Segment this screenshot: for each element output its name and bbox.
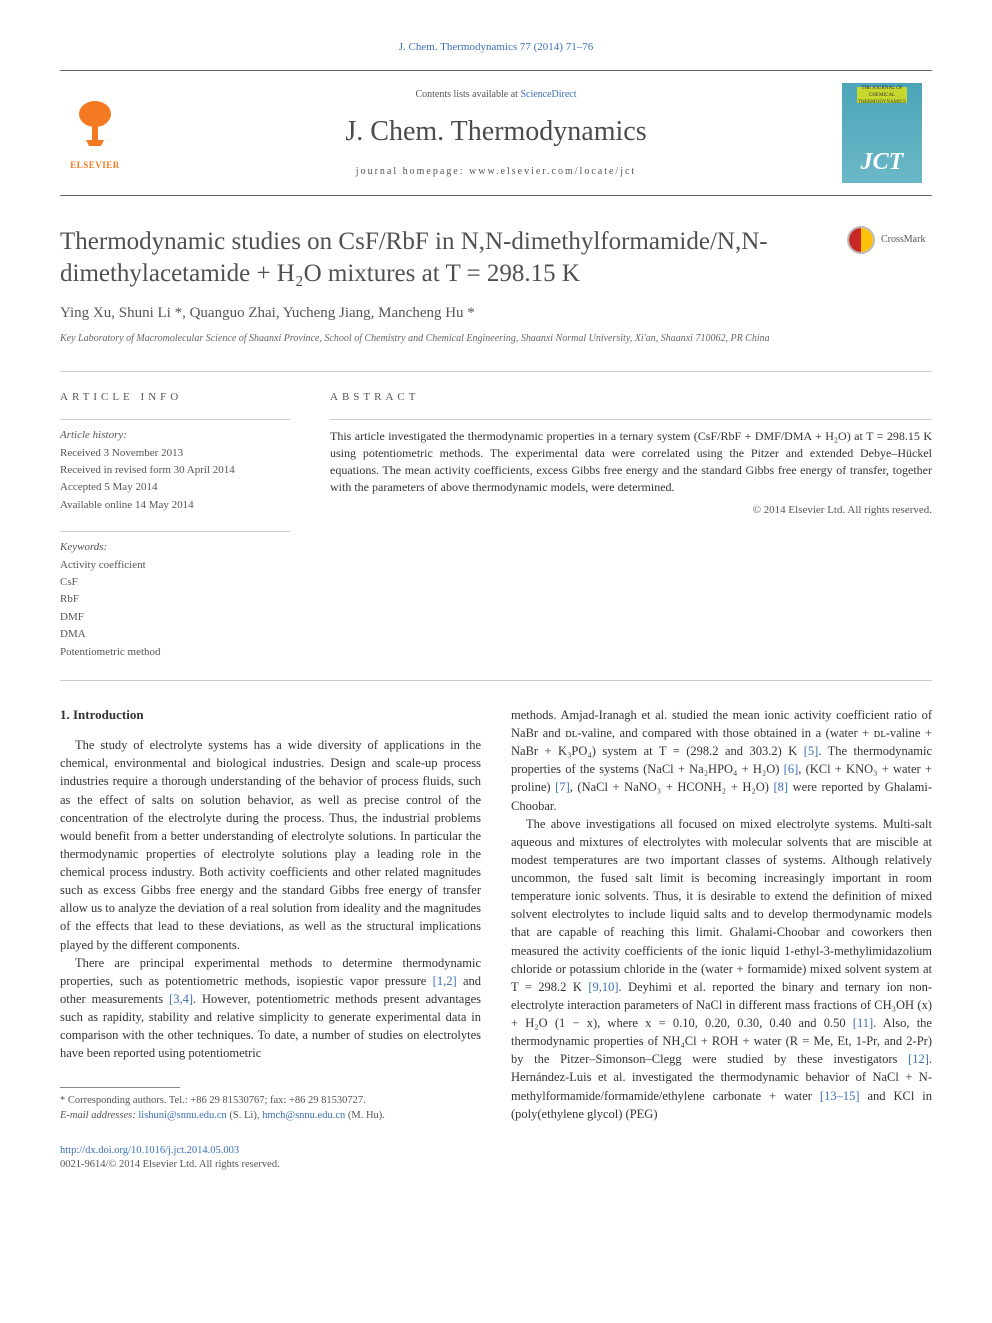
ref-link[interactable]: [9,10] [588,980,618,994]
abstract-column: ABSTRACT This article investigated the t… [330,390,932,662]
ref-link[interactable]: [11] [853,1016,873,1030]
keyword-item: DMA [60,627,290,642]
elsevier-text: ELSEVIER [70,159,120,172]
abstract-text: This article investigated the thermodyna… [330,428,932,495]
citation-link[interactable]: J. Chem. Thermodynamics 77 (2014) 71–76 [399,41,593,53]
article-header: Thermodynamic studies on CsF/RbF in N,N-… [60,226,932,346]
email-who: (S. Li), [227,1110,262,1121]
rule-bottom [60,680,932,681]
info-abstract-row: ARTICLE INFO Article history: Received 3… [60,372,932,680]
issn-copyright: 0021-9614/© 2014 Elsevier Ltd. All right… [60,1158,932,1173]
authors-line: Ying Xu, Shuni Li *, Quanguo Zhai, Yuche… [60,303,932,324]
para-text: , (NaCl + NaNO₃ + HCONH₂ + H₂O) [570,780,774,794]
ref-link[interactable]: [13–15] [820,1089,860,1103]
elsevier-tree-icon [68,96,123,159]
ref-link[interactable]: [6] [784,762,799,776]
authors-text: Ying Xu, Shuni Li *, Quanguo Zhai, Yuche… [60,305,475,321]
publisher-logo-container: ELSEVIER [60,93,150,173]
sciencedirect-link[interactable]: ScienceDirect [520,89,576,100]
footer-block: http://dx.doi.org/10.1016/j.jct.2014.05.… [60,1144,932,1173]
intro-para-3: methods. Amjad-Iranagh et al. studied th… [511,706,932,815]
homepage-line: journal homepage: www.elsevier.com/locat… [150,165,842,179]
intro-para-1: The study of electrolyte systems has a w… [60,736,481,954]
article-info-heading: ARTICLE INFO [60,390,290,405]
cover-badge: THE JOURNAL OF CHEMICAL THERMODYNAMICS [857,87,907,103]
homepage-label: journal homepage: [356,166,469,177]
title-row: Thermodynamic studies on CsF/RbF in N,N-… [60,226,932,289]
cover-logo: JCT [861,146,904,180]
body-column-left: 1. Introduction The study of electrolyte… [60,706,481,1124]
keyword-item: RbF [60,592,290,607]
history-item: Received 3 November 2013 [60,446,290,461]
journal-cover-container: THE JOURNAL OF CHEMICAL THERMODYNAMICS J… [842,83,932,183]
crossmark-icon [847,226,875,254]
email-label: E-mail addresses: [60,1110,138,1121]
body-column-right: methods. Amjad-Iranagh et al. studied th… [511,706,932,1124]
ref-link[interactable]: [3,4] [169,992,193,1006]
keyword-item: Activity coefficient [60,558,290,573]
keyword-item: CsF [60,575,290,590]
history-item: Accepted 5 May 2014 [60,480,290,495]
journal-cover[interactable]: THE JOURNAL OF CHEMICAL THERMODYNAMICS J… [842,83,922,183]
intro-heading: 1. Introduction [60,706,481,724]
ref-link[interactable]: [7] [555,780,570,794]
abstract-heading: ABSTRACT [330,390,932,405]
para-text: There are principal experimental methods… [60,956,481,988]
body-columns: 1. Introduction The study of electrolyte… [60,706,932,1124]
para-text: The above investigations all focused on … [511,817,932,994]
email-who: (M. Hu). [345,1110,385,1121]
corresponding-footnote: * Corresponding authors. Tel.: +86 29 81… [60,1094,481,1109]
contents-line: Contents lists available at ScienceDirec… [150,88,842,102]
masthead-center: Contents lists available at ScienceDirec… [150,88,842,179]
journal-name: J. Chem. Thermodynamics [150,112,842,151]
keywords-label: Keywords: [60,540,290,555]
intro-para-4: The above investigations all focused on … [511,815,932,1123]
ref-link[interactable]: [8] [774,780,789,794]
crossmark-badge[interactable]: CrossMark [847,226,932,254]
keywords-sub-rule [60,531,290,532]
article-title: Thermodynamic studies on CsF/RbF in N,N-… [60,226,847,289]
abstract-sub-rule [330,419,932,420]
keyword-item: Potentiometric method [60,645,290,660]
crossmark-label: CrossMark [881,233,925,247]
email-link[interactable]: lishuni@snnu.edu.cn [138,1110,226,1121]
article-info-column: ARTICLE INFO Article history: Received 3… [60,390,290,662]
history-item: Available online 14 May 2014 [60,498,290,513]
email-link[interactable]: hmch@snnu.edu.cn [262,1110,345,1121]
elsevier-logo[interactable]: ELSEVIER [60,93,130,173]
ref-link[interactable]: [1,2] [433,974,457,988]
abstract-copyright: © 2014 Elsevier Ltd. All rights reserved… [330,503,932,518]
doi-link[interactable]: http://dx.doi.org/10.1016/j.jct.2014.05.… [60,1145,239,1156]
keyword-item: DMF [60,610,290,625]
homepage-url[interactable]: www.elsevier.com/locate/jct [469,166,636,177]
affiliation: Key Laboratory of Macromolecular Science… [60,332,932,346]
header-citation: J. Chem. Thermodynamics 77 (2014) 71–76 [60,40,932,55]
footnote-separator [60,1087,180,1088]
history-label: Article history: [60,428,290,443]
intro-para-2: There are principal experimental methods… [60,954,481,1063]
info-sub-rule [60,419,290,420]
ref-link[interactable]: [12] [908,1052,929,1066]
masthead: ELSEVIER Contents lists available at Sci… [60,70,932,196]
ref-link[interactable]: [5] [804,744,819,758]
contents-prefix: Contents lists available at [415,89,520,100]
email-footnote: E-mail addresses: lishuni@snnu.edu.cn (S… [60,1109,481,1124]
history-item: Received in revised form 30 April 2014 [60,463,290,478]
